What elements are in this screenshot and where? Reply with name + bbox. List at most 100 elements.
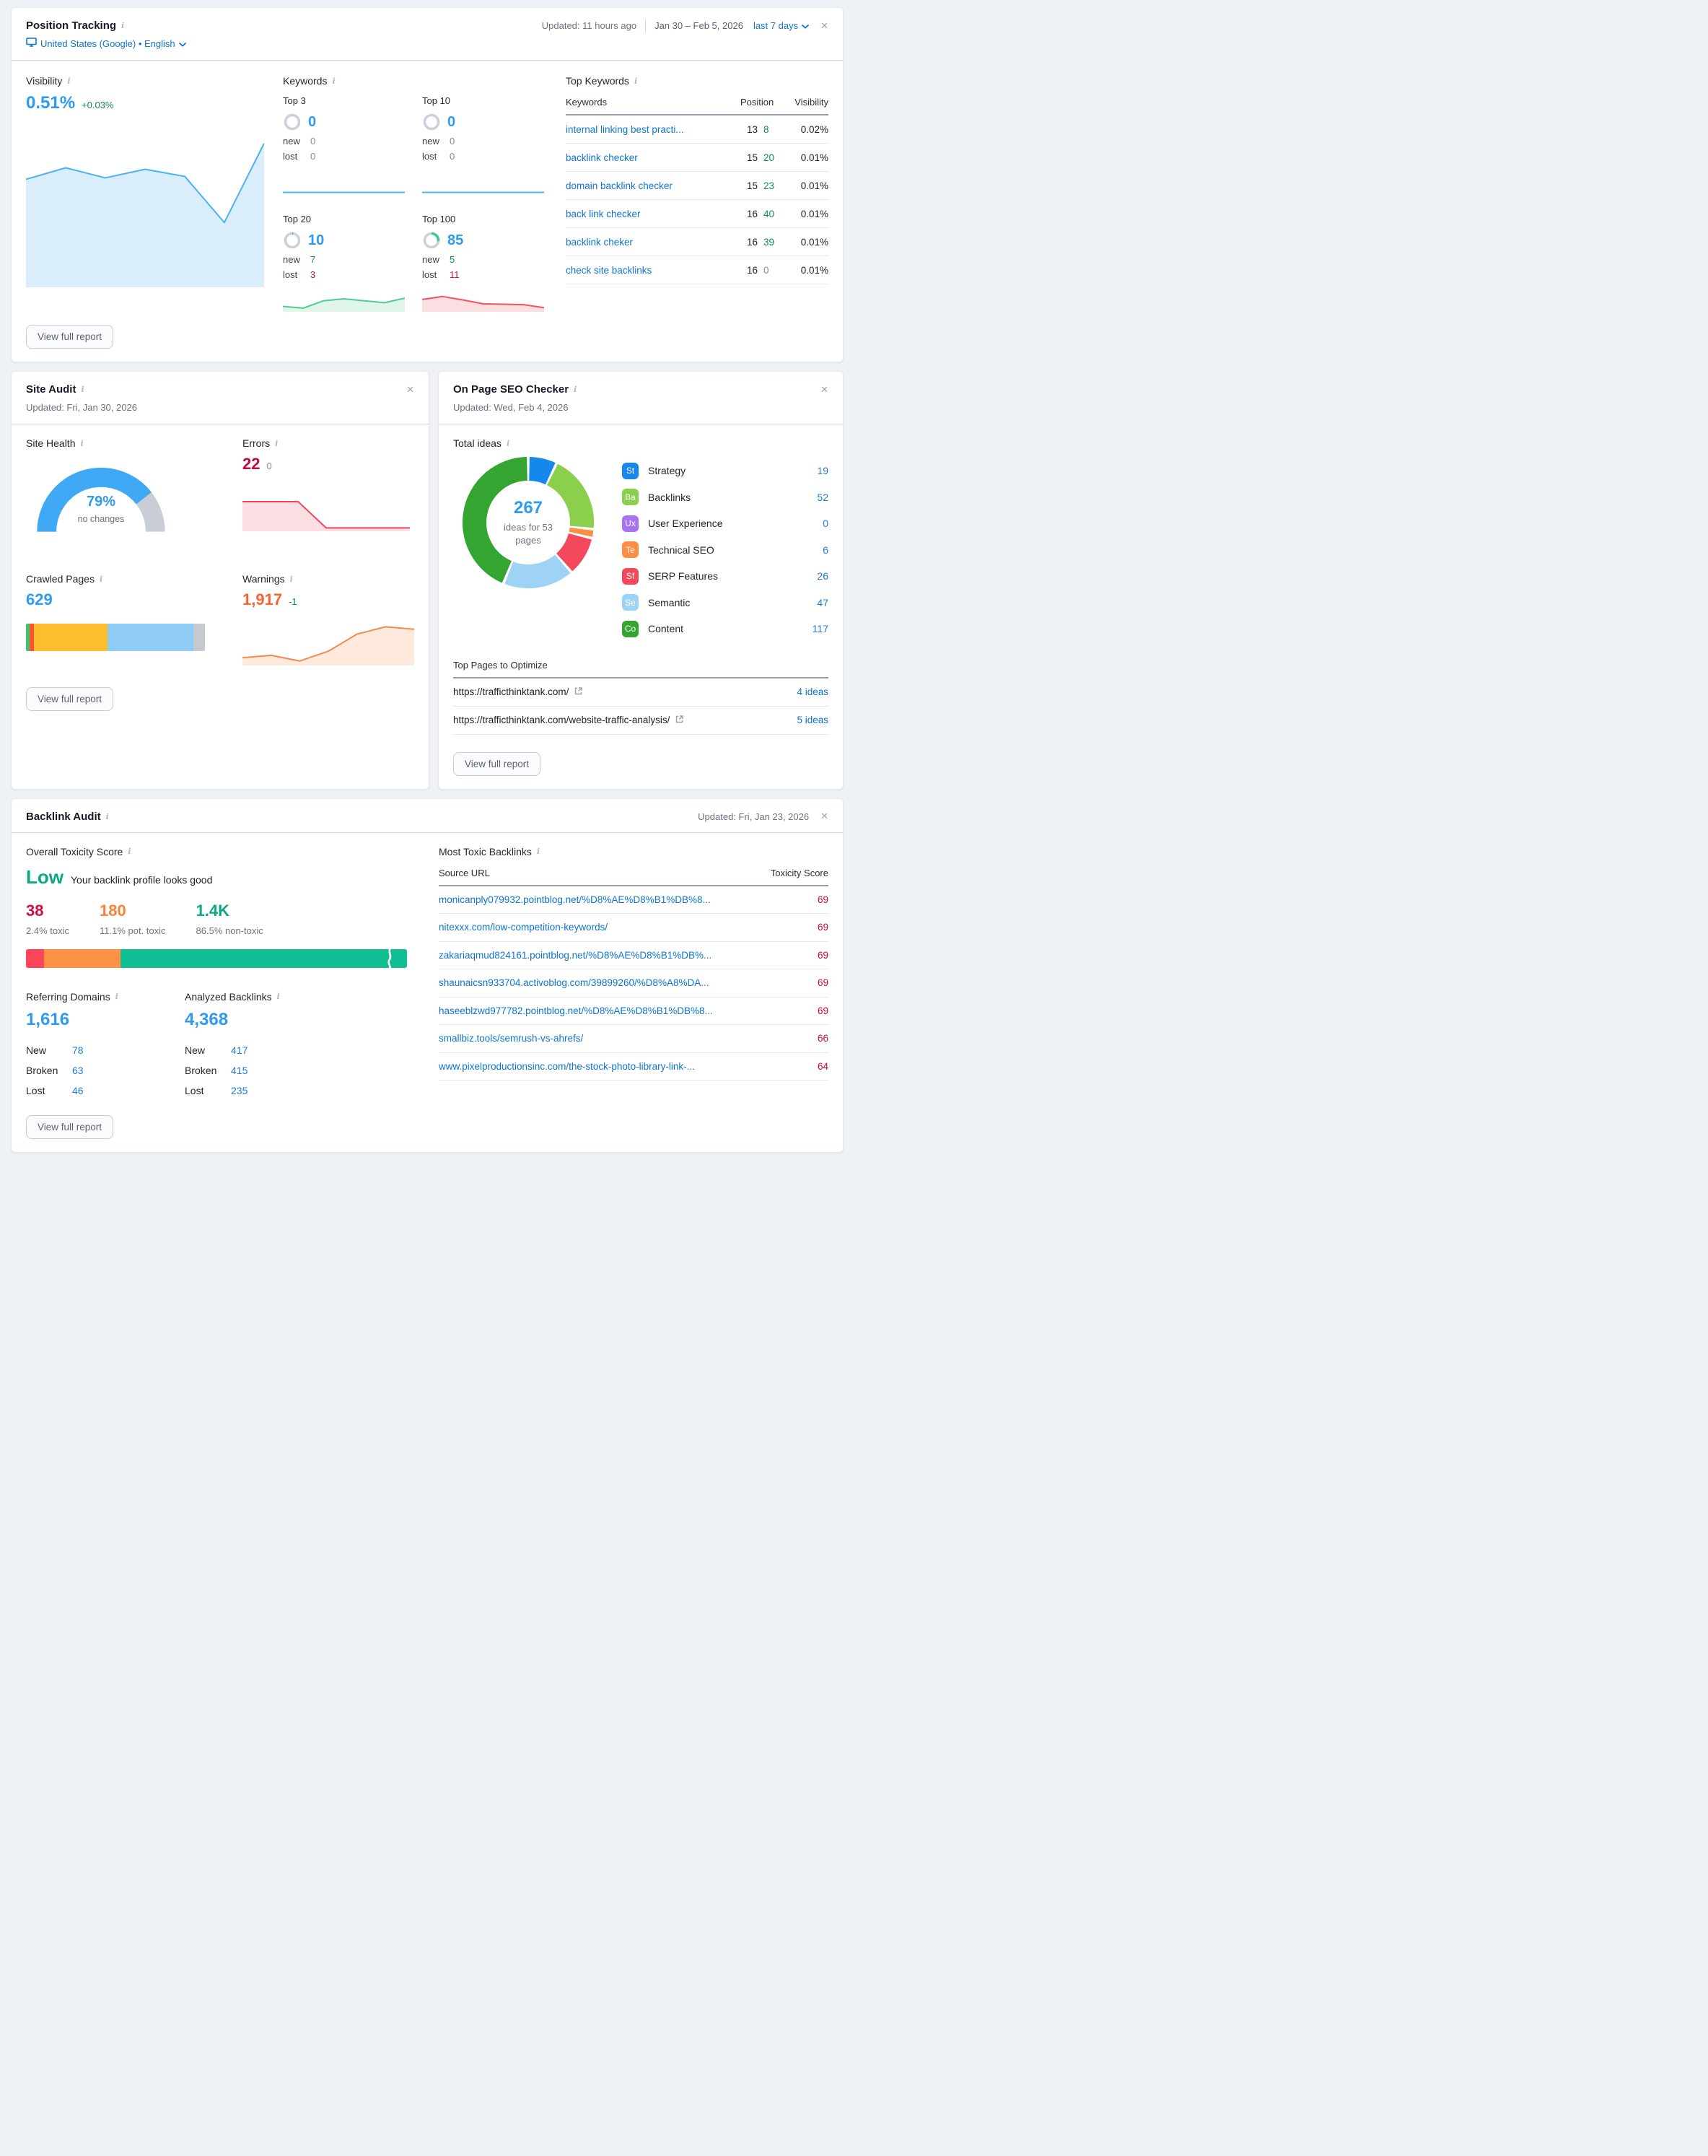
errors-value[interactable]: 22 [242, 455, 260, 473]
legend-label: Content [648, 623, 684, 635]
info-icon[interactable]: i [536, 847, 540, 856]
legend-count[interactable]: 52 [817, 491, 828, 503]
legend-count[interactable]: 0 [823, 518, 828, 530]
lost-label: lost [283, 151, 298, 162]
list-item: https://trafficthinktank.com/ 4 ideas [453, 678, 828, 707]
view-full-report-button[interactable]: View full report [26, 1114, 114, 1139]
column-header-source-url: Source URL [439, 867, 490, 878]
legend-item: St Strategy 19 [622, 458, 828, 484]
stat-count-link[interactable]: 235 [231, 1084, 248, 1096]
keyword-bucket-top100: Top 100 85 new 5 lost 11 [422, 214, 544, 312]
referring-domains-section: Referring Domains i 1,616 New 78 Broken 63… [26, 991, 185, 1101]
bucket-count[interactable]: 0 [308, 113, 317, 130]
info-icon[interactable]: i [80, 438, 84, 448]
bucket-ring-chart [422, 113, 441, 131]
keyword-link[interactable]: internal linking best practi... [566, 123, 684, 135]
source-url-link[interactable]: smallbiz.tools/semrush-vs-ahrefs/ [439, 1033, 584, 1044]
table-row: back link checker 16 40 0.01% [566, 200, 828, 228]
stat-count-link[interactable]: 78 [72, 1044, 84, 1056]
lost-value[interactable]: 0 [310, 151, 316, 162]
view-full-report-button[interactable]: View full report [26, 325, 114, 349]
stat-count-link[interactable]: 63 [72, 1064, 84, 1076]
position-value: 15 [746, 152, 758, 163]
lost-value[interactable]: 0 [450, 151, 455, 162]
source-url-link[interactable]: nitexxx.com/low-competition-keywords/ [439, 922, 608, 933]
stat-count-link[interactable]: 46 [72, 1084, 84, 1096]
info-icon[interactable]: i [289, 574, 293, 584]
bucket-count[interactable]: 85 [447, 232, 464, 248]
source-url-link[interactable]: zakariaqmud824161.pointblog.net/%D8%AE%D… [439, 949, 712, 961]
source-url-link[interactable]: haseeblzwd977782.pointblog.net/%D8%AE%D8… [439, 1005, 713, 1016]
info-icon[interactable]: i [506, 438, 510, 448]
crawled-pages-value[interactable]: 629 [26, 590, 53, 608]
new-value[interactable]: 0 [450, 136, 455, 147]
legend-count[interactable]: 19 [817, 465, 828, 477]
range-selector[interactable]: last 7 days [753, 20, 809, 31]
stat-caption: 86.5% non-toxic [196, 925, 263, 936]
info-icon[interactable]: i [81, 385, 84, 394]
keyword-link[interactable]: check site backlinks [566, 264, 652, 276]
keyword-link[interactable]: domain backlink checker [566, 180, 673, 191]
table-row: backlink checker 15 20 0.01% [566, 144, 828, 172]
column-header-keywords: Keywords [566, 97, 608, 108]
legend-count[interactable]: 117 [812, 623, 828, 635]
bucket-count[interactable]: 0 [447, 113, 456, 130]
new-value[interactable]: 7 [310, 254, 316, 265]
view-full-report-button[interactable]: View full report [453, 751, 541, 776]
analyzed-backlinks-value[interactable]: 4,368 [185, 1009, 229, 1029]
legend-label: Backlinks [648, 491, 691, 503]
info-icon[interactable]: i [105, 811, 109, 821]
new-value[interactable]: 0 [310, 136, 316, 147]
close-icon[interactable]: ✕ [820, 811, 828, 821]
external-link-icon[interactable] [675, 715, 684, 726]
lost-value[interactable]: 3 [310, 269, 316, 280]
info-icon[interactable]: i [634, 76, 638, 86]
warnings-value[interactable]: 1,917 [242, 590, 283, 608]
close-icon[interactable]: ✕ [406, 383, 414, 395]
errors-sparkline [242, 489, 410, 531]
bucket-count[interactable]: 10 [308, 232, 325, 248]
source-url-link[interactable]: www.pixelproductionsinc.com/the-stock-ph… [439, 1060, 695, 1072]
lost-value[interactable]: 11 [450, 269, 460, 280]
info-icon[interactable]: i [121, 21, 125, 30]
keyword-link[interactable]: backlink checker [566, 152, 638, 163]
position-change: 40 [763, 208, 775, 219]
info-icon[interactable]: i [574, 385, 577, 394]
info-icon[interactable]: i [128, 847, 131, 856]
source-url-link[interactable]: shaunaicsn933704.activoblog.com/39899260… [439, 977, 709, 989]
legend-count[interactable]: 26 [817, 570, 828, 582]
analyzed-backlinks-section: Analyzed Backlinks i 4,368 New 417 Broken… [185, 991, 343, 1101]
ideas-count-link[interactable]: 5 ideas [797, 715, 828, 725]
location-selector[interactable]: United States (Google) • English [26, 38, 186, 49]
info-icon[interactable]: i [99, 574, 103, 584]
info-icon[interactable]: i [115, 992, 118, 1001]
legend-count[interactable]: 47 [817, 596, 828, 608]
stat-value[interactable]: 180 [99, 901, 126, 920]
close-icon[interactable]: ✕ [820, 19, 828, 31]
info-icon[interactable]: i [332, 76, 336, 86]
stat-count-link[interactable]: 417 [231, 1044, 248, 1056]
stat-value[interactable]: 38 [26, 901, 44, 920]
bucket-label: Top 3 [283, 95, 306, 106]
table-row: www.pixelproductionsinc.com/the-stock-ph… [439, 1053, 828, 1081]
external-link-icon[interactable] [574, 686, 583, 698]
stat-count-link[interactable]: 415 [231, 1064, 248, 1076]
keyword-link[interactable]: back link checker [566, 208, 641, 219]
info-icon[interactable]: i [275, 438, 279, 448]
stat-value[interactable]: 1.4K [196, 901, 230, 920]
legend-count[interactable]: 6 [823, 544, 828, 556]
bucket-sparkline [283, 287, 405, 312]
visibility-cell: 0.02% [800, 123, 828, 135]
divider [645, 19, 647, 32]
keyword-link[interactable]: backlink cheker [566, 236, 634, 248]
info-icon[interactable]: i [67, 76, 71, 86]
new-label: new [422, 254, 439, 265]
close-icon[interactable]: ✕ [820, 383, 828, 395]
view-full-report-button[interactable]: View full report [26, 687, 114, 711]
position-value: 16 [746, 236, 758, 248]
referring-domains-value[interactable]: 1,616 [26, 1009, 70, 1029]
new-value[interactable]: 5 [450, 254, 455, 265]
ideas-count-link[interactable]: 4 ideas [797, 686, 828, 697]
info-icon[interactable]: i [276, 992, 280, 1001]
source-url-link[interactable]: monicanply079932.pointblog.net/%D8%AE%D8… [439, 894, 711, 905]
